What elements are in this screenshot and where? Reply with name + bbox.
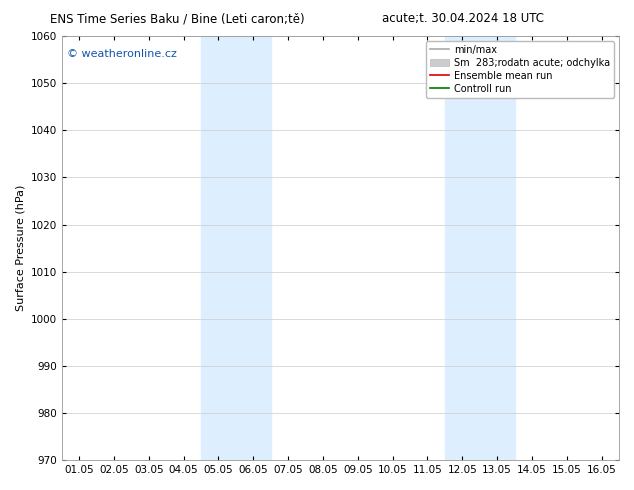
Bar [201, 36, 271, 460]
Text: ENS Time Series Baku / Bine (Leti caron;tě): ENS Time Series Baku / Bine (Leti caron;… [50, 12, 305, 25]
Text: © weatheronline.cz: © weatheronline.cz [67, 49, 177, 59]
Y-axis label: Surface Pressure (hPa): Surface Pressure (hPa) [15, 185, 25, 311]
Bar [445, 36, 515, 460]
Text: acute;t. 30.04.2024 18 UTC: acute;t. 30.04.2024 18 UTC [382, 12, 544, 25]
Legend: min/max, Sm  283;rodatn acute; odchylka, Ensemble mean run, Controll run: min/max, Sm 283;rodatn acute; odchylka, … [426, 41, 614, 98]
